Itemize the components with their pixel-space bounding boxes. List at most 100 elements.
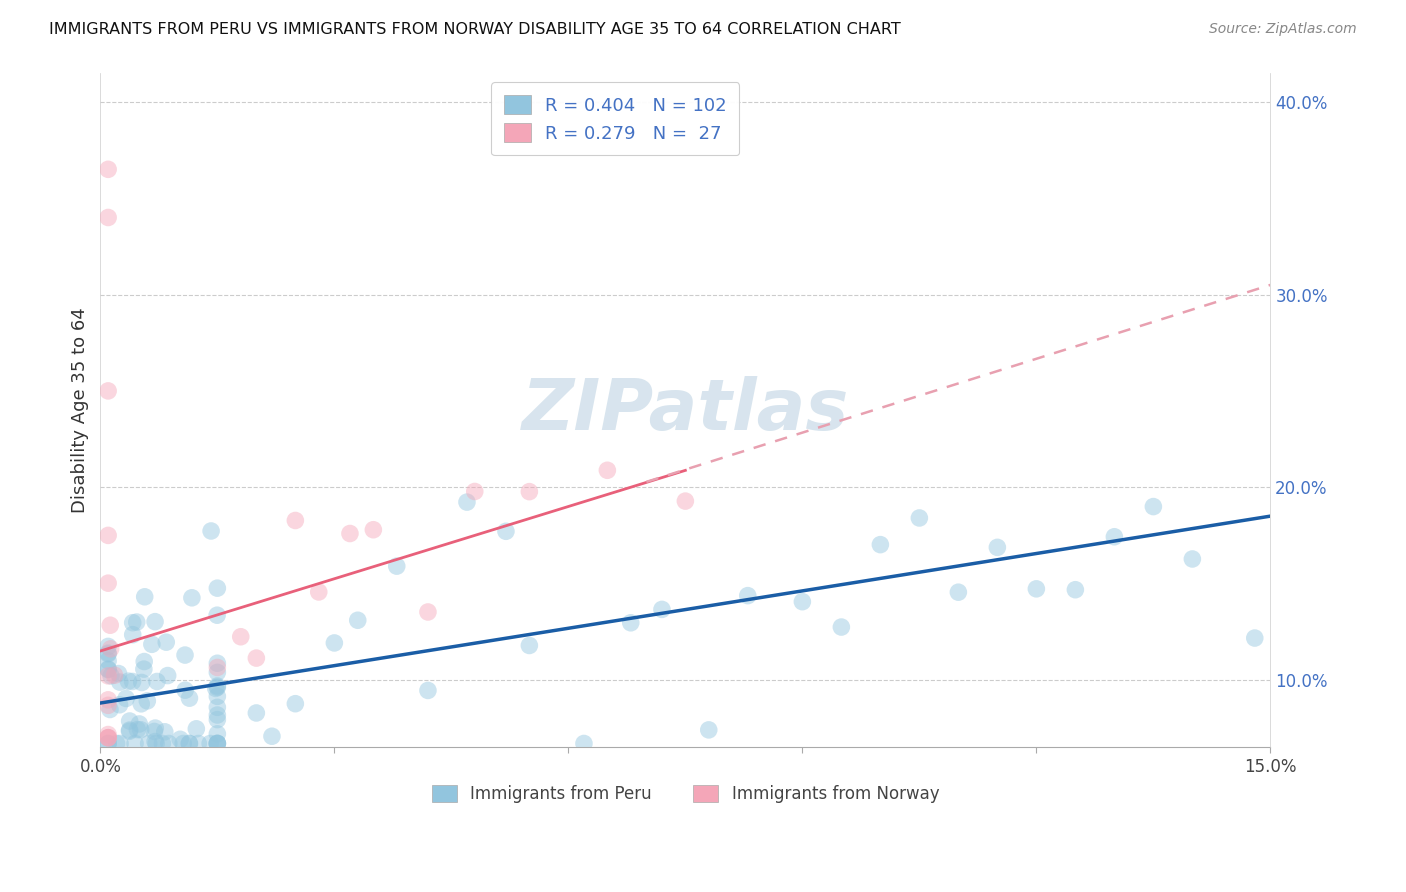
Point <box>125 615 148 629</box>
Point <box>121 628 143 642</box>
Point <box>207 713 229 727</box>
Point <box>1104 530 1126 544</box>
Point <box>97 528 120 542</box>
Point <box>948 585 970 599</box>
Point <box>132 662 155 676</box>
Point <box>180 591 202 605</box>
Point <box>97 698 120 713</box>
Point <box>129 723 152 737</box>
Point <box>416 605 439 619</box>
Point <box>97 211 120 225</box>
Point <box>1142 500 1164 514</box>
Point <box>128 717 150 731</box>
Point <box>115 691 138 706</box>
Point <box>145 737 167 751</box>
Point <box>97 162 120 177</box>
Point <box>150 737 173 751</box>
Point <box>141 637 163 651</box>
Point <box>108 737 131 751</box>
Point <box>207 708 229 723</box>
Point <box>596 463 619 477</box>
Point <box>1025 582 1047 596</box>
Point <box>207 737 229 751</box>
Point <box>156 668 179 682</box>
Point <box>207 690 229 704</box>
Point <box>737 589 759 603</box>
Point <box>186 722 208 736</box>
Point <box>155 635 177 649</box>
Point <box>179 737 201 751</box>
Point <box>245 651 267 665</box>
Point <box>143 734 166 748</box>
Point <box>179 737 201 751</box>
Point <box>121 674 143 689</box>
Point <box>143 724 166 739</box>
Point <box>157 737 180 751</box>
Point <box>207 660 229 674</box>
Text: IMMIGRANTS FROM PERU VS IMMIGRANTS FROM NORWAY DISABILITY AGE 35 TO 64 CORRELATI: IMMIGRANTS FROM PERU VS IMMIGRANTS FROM … <box>49 22 901 37</box>
Point <box>136 694 159 708</box>
Point <box>456 495 478 509</box>
Point <box>308 585 330 599</box>
Point <box>198 737 221 751</box>
Point <box>97 646 120 660</box>
Point <box>127 723 149 737</box>
Point <box>118 724 141 739</box>
Point <box>229 630 252 644</box>
Point <box>207 700 229 714</box>
Point <box>363 523 385 537</box>
Point <box>97 731 120 745</box>
Point <box>260 729 283 743</box>
Point <box>97 693 120 707</box>
Point <box>107 666 129 681</box>
Text: Source: ZipAtlas.com: Source: ZipAtlas.com <box>1209 22 1357 37</box>
Point <box>464 484 486 499</box>
Point <box>100 669 122 683</box>
Point <box>651 602 673 616</box>
Point <box>108 675 131 690</box>
Point <box>121 615 143 630</box>
Point <box>117 674 139 689</box>
Point <box>697 723 720 737</box>
Point <box>207 680 229 694</box>
Point <box>284 514 307 528</box>
Point <box>97 737 120 751</box>
Point <box>207 657 229 671</box>
Point <box>97 731 120 745</box>
Y-axis label: Disability Age 35 to 64: Disability Age 35 to 64 <box>72 307 89 513</box>
Point <box>517 639 540 653</box>
Point <box>98 618 121 632</box>
Point <box>97 662 120 676</box>
Point <box>908 511 931 525</box>
Point <box>830 620 852 634</box>
Point <box>207 737 229 751</box>
Point <box>98 702 121 716</box>
Point <box>105 737 128 751</box>
Point <box>200 524 222 538</box>
Point <box>346 613 368 627</box>
Point <box>100 641 122 656</box>
Point <box>118 723 141 737</box>
Point <box>207 727 229 741</box>
Point <box>284 697 307 711</box>
Point <box>673 494 696 508</box>
Point <box>97 737 120 751</box>
Point <box>495 524 517 539</box>
Point <box>205 608 228 623</box>
Point <box>97 654 120 668</box>
Point <box>174 683 197 698</box>
Point <box>124 737 146 751</box>
Point <box>174 648 197 662</box>
Point <box>572 737 595 751</box>
Point <box>245 706 267 720</box>
Point <box>204 681 226 696</box>
Point <box>118 714 141 728</box>
Point <box>97 384 120 398</box>
Point <box>323 636 346 650</box>
Point <box>207 581 229 595</box>
Point <box>207 737 229 751</box>
Point <box>97 663 120 677</box>
Point <box>97 576 120 591</box>
Point <box>129 697 152 711</box>
Point <box>339 526 361 541</box>
